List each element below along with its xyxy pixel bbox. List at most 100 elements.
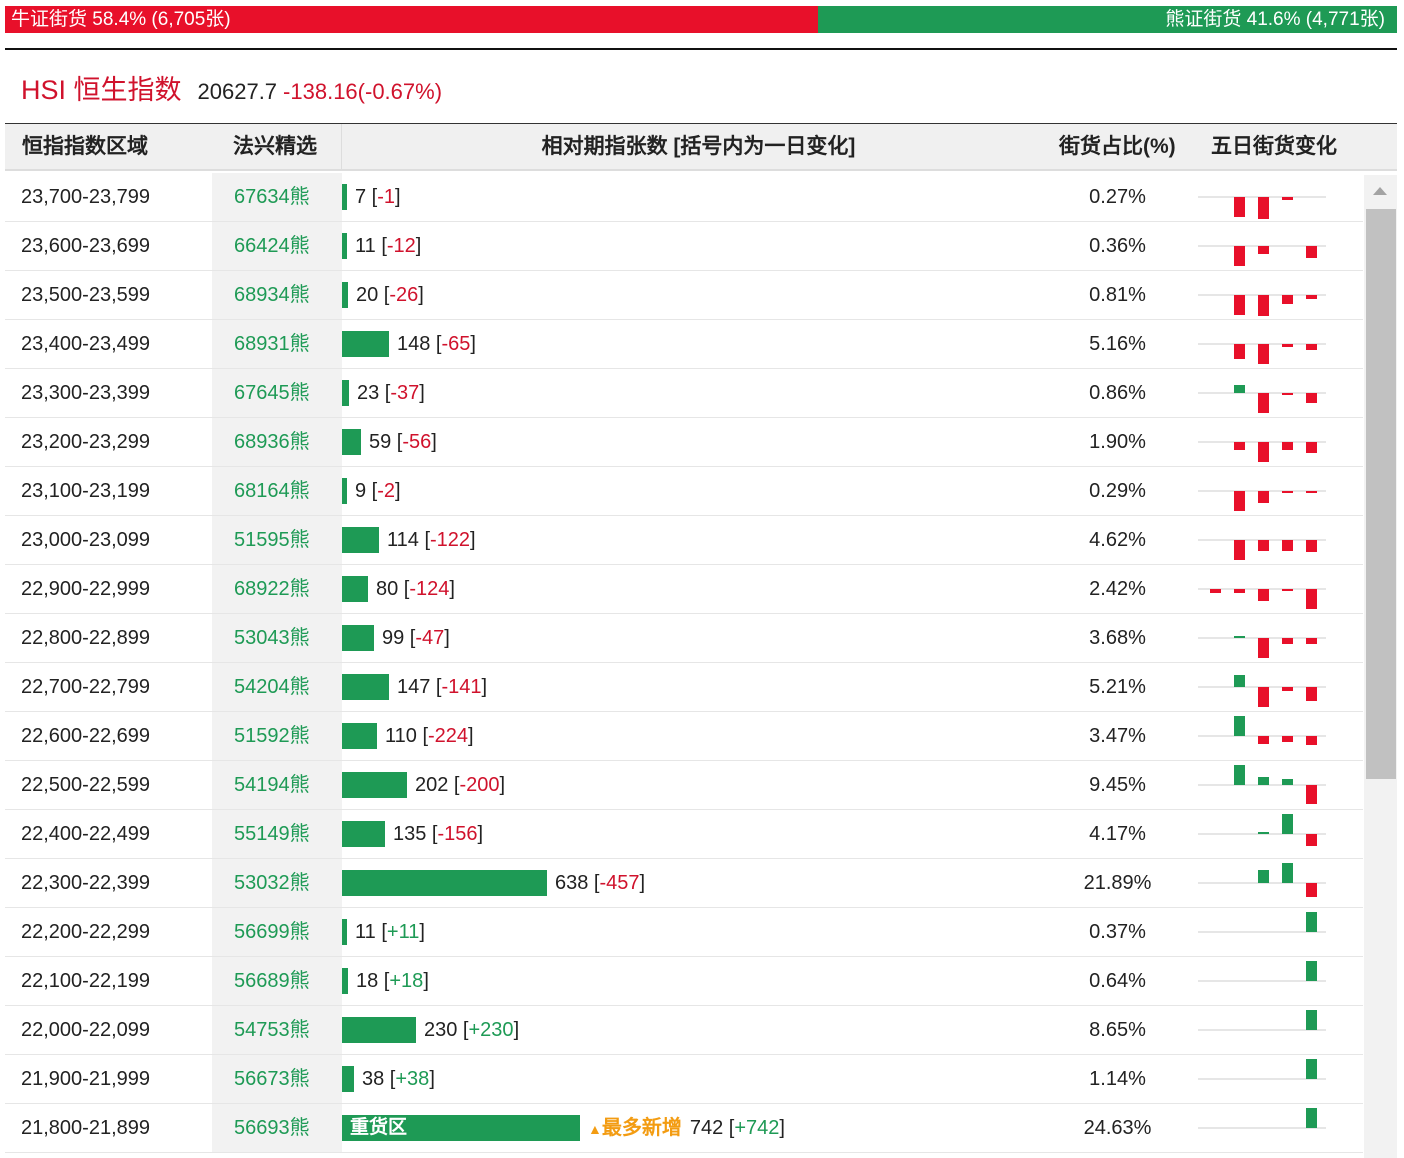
day-change-bar — [1234, 197, 1245, 217]
day-change-bar — [1306, 687, 1317, 701]
quantity-change: +230 — [468, 1019, 514, 1041]
day-change-bar — [1282, 687, 1293, 691]
warrant-code-link[interactable]: 54753熊 — [212, 1006, 342, 1054]
quantity-bar — [342, 184, 347, 210]
index-value: 20627.7 — [197, 79, 278, 104]
share-percent: 0.36% — [1089, 235, 1146, 257]
warrant-code-link[interactable]: 54204熊 — [212, 663, 342, 711]
warrant-code-link[interactable]: 68934熊 — [212, 271, 342, 319]
share-percent: 0.81% — [1089, 284, 1146, 306]
quantity-text: 38 [+38] — [362, 1068, 435, 1090]
share-percent: 9.45% — [1089, 774, 1146, 796]
scroll-up-arrow-icon[interactable] — [1373, 187, 1387, 195]
day-change-bar — [1306, 1010, 1317, 1030]
day-change-bar — [1234, 589, 1245, 593]
quantity-bar — [342, 1066, 354, 1092]
table-row: 22,400-22,499 55149熊 135 [-156] 4.17% — [5, 810, 1363, 859]
day-change-bar — [1258, 736, 1269, 744]
warrant-code-link[interactable]: 68164熊 — [212, 467, 342, 515]
warrant-code-link[interactable]: 56693熊 — [212, 1104, 342, 1152]
day-change-bar — [1282, 491, 1293, 493]
quantity-change: -457 — [599, 872, 640, 894]
region-range: 23,700-23,799 — [21, 186, 151, 208]
table-row: 22,600-22,699 51592熊 110 [-224] 3.47% — [5, 712, 1363, 761]
warrant-code-link[interactable]: 51592熊 — [212, 712, 342, 760]
warrant-code-link[interactable]: 53043熊 — [212, 614, 342, 662]
five-day-mini-chart — [1195, 614, 1327, 662]
warrant-code-link[interactable]: 68931熊 — [212, 320, 342, 368]
warrant-code-link[interactable]: 56689熊 — [212, 957, 342, 1005]
region-range: 23,600-23,699 — [21, 235, 151, 257]
table-row: 22,200-22,299 56699熊 11 [+11] 0.37% — [5, 908, 1363, 957]
quantity-change: +742 — [734, 1117, 780, 1139]
day-change-bar — [1282, 393, 1293, 395]
table-row: 21,800-21,899 56693熊 重货区 ▲最多新增 742 [+742] 24.… — [5, 1104, 1363, 1153]
region-range: 22,500-22,599 — [21, 774, 151, 796]
quantity-value: 20 — [356, 284, 379, 306]
quantity-bar — [342, 576, 368, 602]
warrant-code-link[interactable]: 68922熊 — [212, 565, 342, 613]
five-day-mini-chart — [1195, 810, 1327, 858]
vertical-scrollbar[interactable] — [1364, 175, 1397, 1158]
day-change-bar — [1282, 779, 1293, 785]
warrant-code-link[interactable]: 54194熊 — [212, 761, 342, 809]
share-percent: 1.14% — [1089, 1068, 1146, 1090]
warrant-code-link[interactable]: 67645熊 — [212, 369, 342, 417]
five-day-mini-chart — [1195, 516, 1327, 564]
day-change-bar — [1258, 687, 1269, 707]
five-day-sparkbars — [1198, 675, 1326, 707]
warrant-code-link[interactable]: 56699熊 — [212, 908, 342, 956]
quantity-value: 99 — [382, 627, 405, 649]
warrant-code-link[interactable]: 68936熊 — [212, 418, 342, 466]
quantity-value: 742 — [689, 1117, 724, 1139]
warrant-code-link[interactable]: 51595熊 — [212, 516, 342, 564]
quantity-text: 135 [-156] — [393, 823, 484, 845]
quantity-value: 230 — [424, 1019, 458, 1041]
day-change-bar — [1306, 295, 1317, 299]
table-row: 23,500-23,599 68934熊 20 [-26] 0.81% — [5, 271, 1363, 320]
quantity-text: 202 [-200] — [415, 774, 506, 796]
column-header-region: 恒指指数区域 — [22, 135, 148, 158]
warrant-code-link[interactable]: 56673熊 — [212, 1055, 342, 1103]
quantity-text: 99 [-47] — [382, 627, 450, 649]
quantity-value: 23 — [357, 382, 380, 404]
header-divider — [5, 48, 1397, 50]
quantity-text: 114 [-122] — [387, 529, 476, 551]
quantity-change: -26 — [389, 284, 419, 306]
relative-quantity-cell: 11 [-12] — [342, 222, 1042, 270]
quantity-change: -65 — [441, 333, 471, 355]
day-change-bar — [1282, 197, 1293, 200]
five-day-sparkbars — [1198, 863, 1326, 897]
share-percent: 1.90% — [1089, 431, 1146, 453]
quantity-bar: 重货区 — [342, 1115, 580, 1141]
relative-quantity-cell: 135 [-156] — [342, 810, 1042, 858]
quantity-text: 20 [-26] — [356, 284, 424, 306]
warrant-code-link[interactable]: 66424熊 — [212, 222, 342, 270]
relative-quantity-cell: 99 [-47] — [342, 614, 1042, 662]
quantity-text: 9 [-2] — [355, 480, 401, 502]
five-day-sparkbars — [1198, 1010, 1326, 1031]
index-name[interactable]: HSI 恒生指数 — [21, 75, 182, 105]
day-change-bar — [1234, 675, 1245, 687]
table-header: 恒指指数区域 法兴精选 相对期指张数 [括号内为一日变化] 街货占比(%) 五日… — [5, 123, 1397, 171]
five-day-mini-chart — [1195, 320, 1327, 368]
quantity-change: -1 — [377, 186, 396, 208]
quantity-value: 59 — [369, 431, 392, 453]
five-day-mini-chart — [1195, 957, 1327, 1005]
quantity-bar — [342, 1017, 416, 1043]
relative-quantity-cell: 20 [-26] — [342, 271, 1042, 319]
warrant-code-link[interactable]: 55149熊 — [212, 810, 342, 858]
share-percent: 0.27% — [1089, 186, 1146, 208]
table-row: 23,600-23,699 66424熊 11 [-12] 0.36% — [5, 222, 1363, 271]
warrant-code-link[interactable]: 53032熊 — [212, 859, 342, 907]
day-change-bar — [1258, 344, 1269, 364]
quantity-bar — [342, 625, 374, 651]
quantity-bar — [342, 723, 377, 749]
day-change-bar — [1306, 589, 1317, 609]
scroll-thumb[interactable] — [1366, 209, 1396, 779]
most-added-label: 最多新增 — [601, 1117, 682, 1139]
bull-ratio-segment: 牛证街货 58.4% (6,705张) — [5, 6, 818, 33]
table-row: 23,700-23,799 67634熊 7 [-1] 0.27% — [5, 173, 1363, 222]
quantity-text: 7 [-1] — [355, 186, 401, 208]
warrant-code-link[interactable]: 67634熊 — [212, 173, 342, 221]
